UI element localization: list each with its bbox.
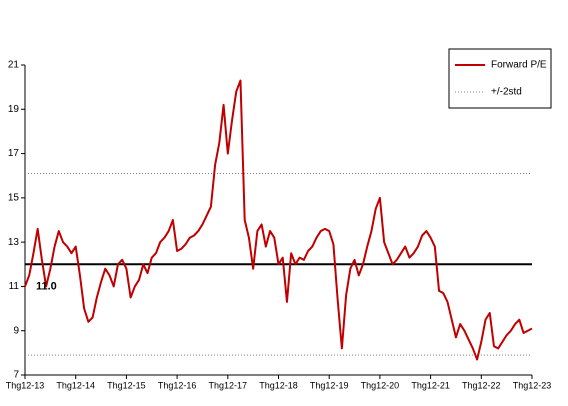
x-tick-label: Thg12-21 — [411, 380, 450, 390]
x-tick-label: Thg12-23 — [513, 380, 552, 390]
y-tick-label: 17 — [8, 148, 20, 159]
x-tick-label: Thg12-15 — [107, 380, 146, 390]
legend-box — [448, 48, 552, 109]
x-tick-label: Thg12-13 — [6, 380, 45, 390]
x-tick-label: Thg12-17 — [209, 380, 248, 390]
y-tick-label: 9 — [13, 325, 19, 336]
x-tick-label: Thg12-19 — [310, 380, 349, 390]
legend-label: Forward P/E — [491, 60, 547, 71]
x-tick-label: Thg12-18 — [259, 380, 298, 390]
y-tick-label: 15 — [8, 192, 20, 203]
series-line — [24, 79, 533, 361]
legend-label: +/-2std — [491, 87, 522, 98]
x-tick-label: Thg12-22 — [462, 380, 501, 390]
y-tick-label: 19 — [8, 104, 20, 115]
y-tick-label: 11 — [9, 281, 20, 292]
y-tick-label: 7 — [13, 370, 19, 381]
x-tick-label: Thg12-20 — [361, 380, 400, 390]
x-tick-label: Thg12-16 — [158, 380, 197, 390]
y-tick-label: 21 — [8, 60, 20, 71]
y-tick-label: 13 — [8, 237, 20, 248]
x-tick-label: Thg12-14 — [56, 380, 95, 390]
annotation: 11.0 — [36, 280, 57, 292]
